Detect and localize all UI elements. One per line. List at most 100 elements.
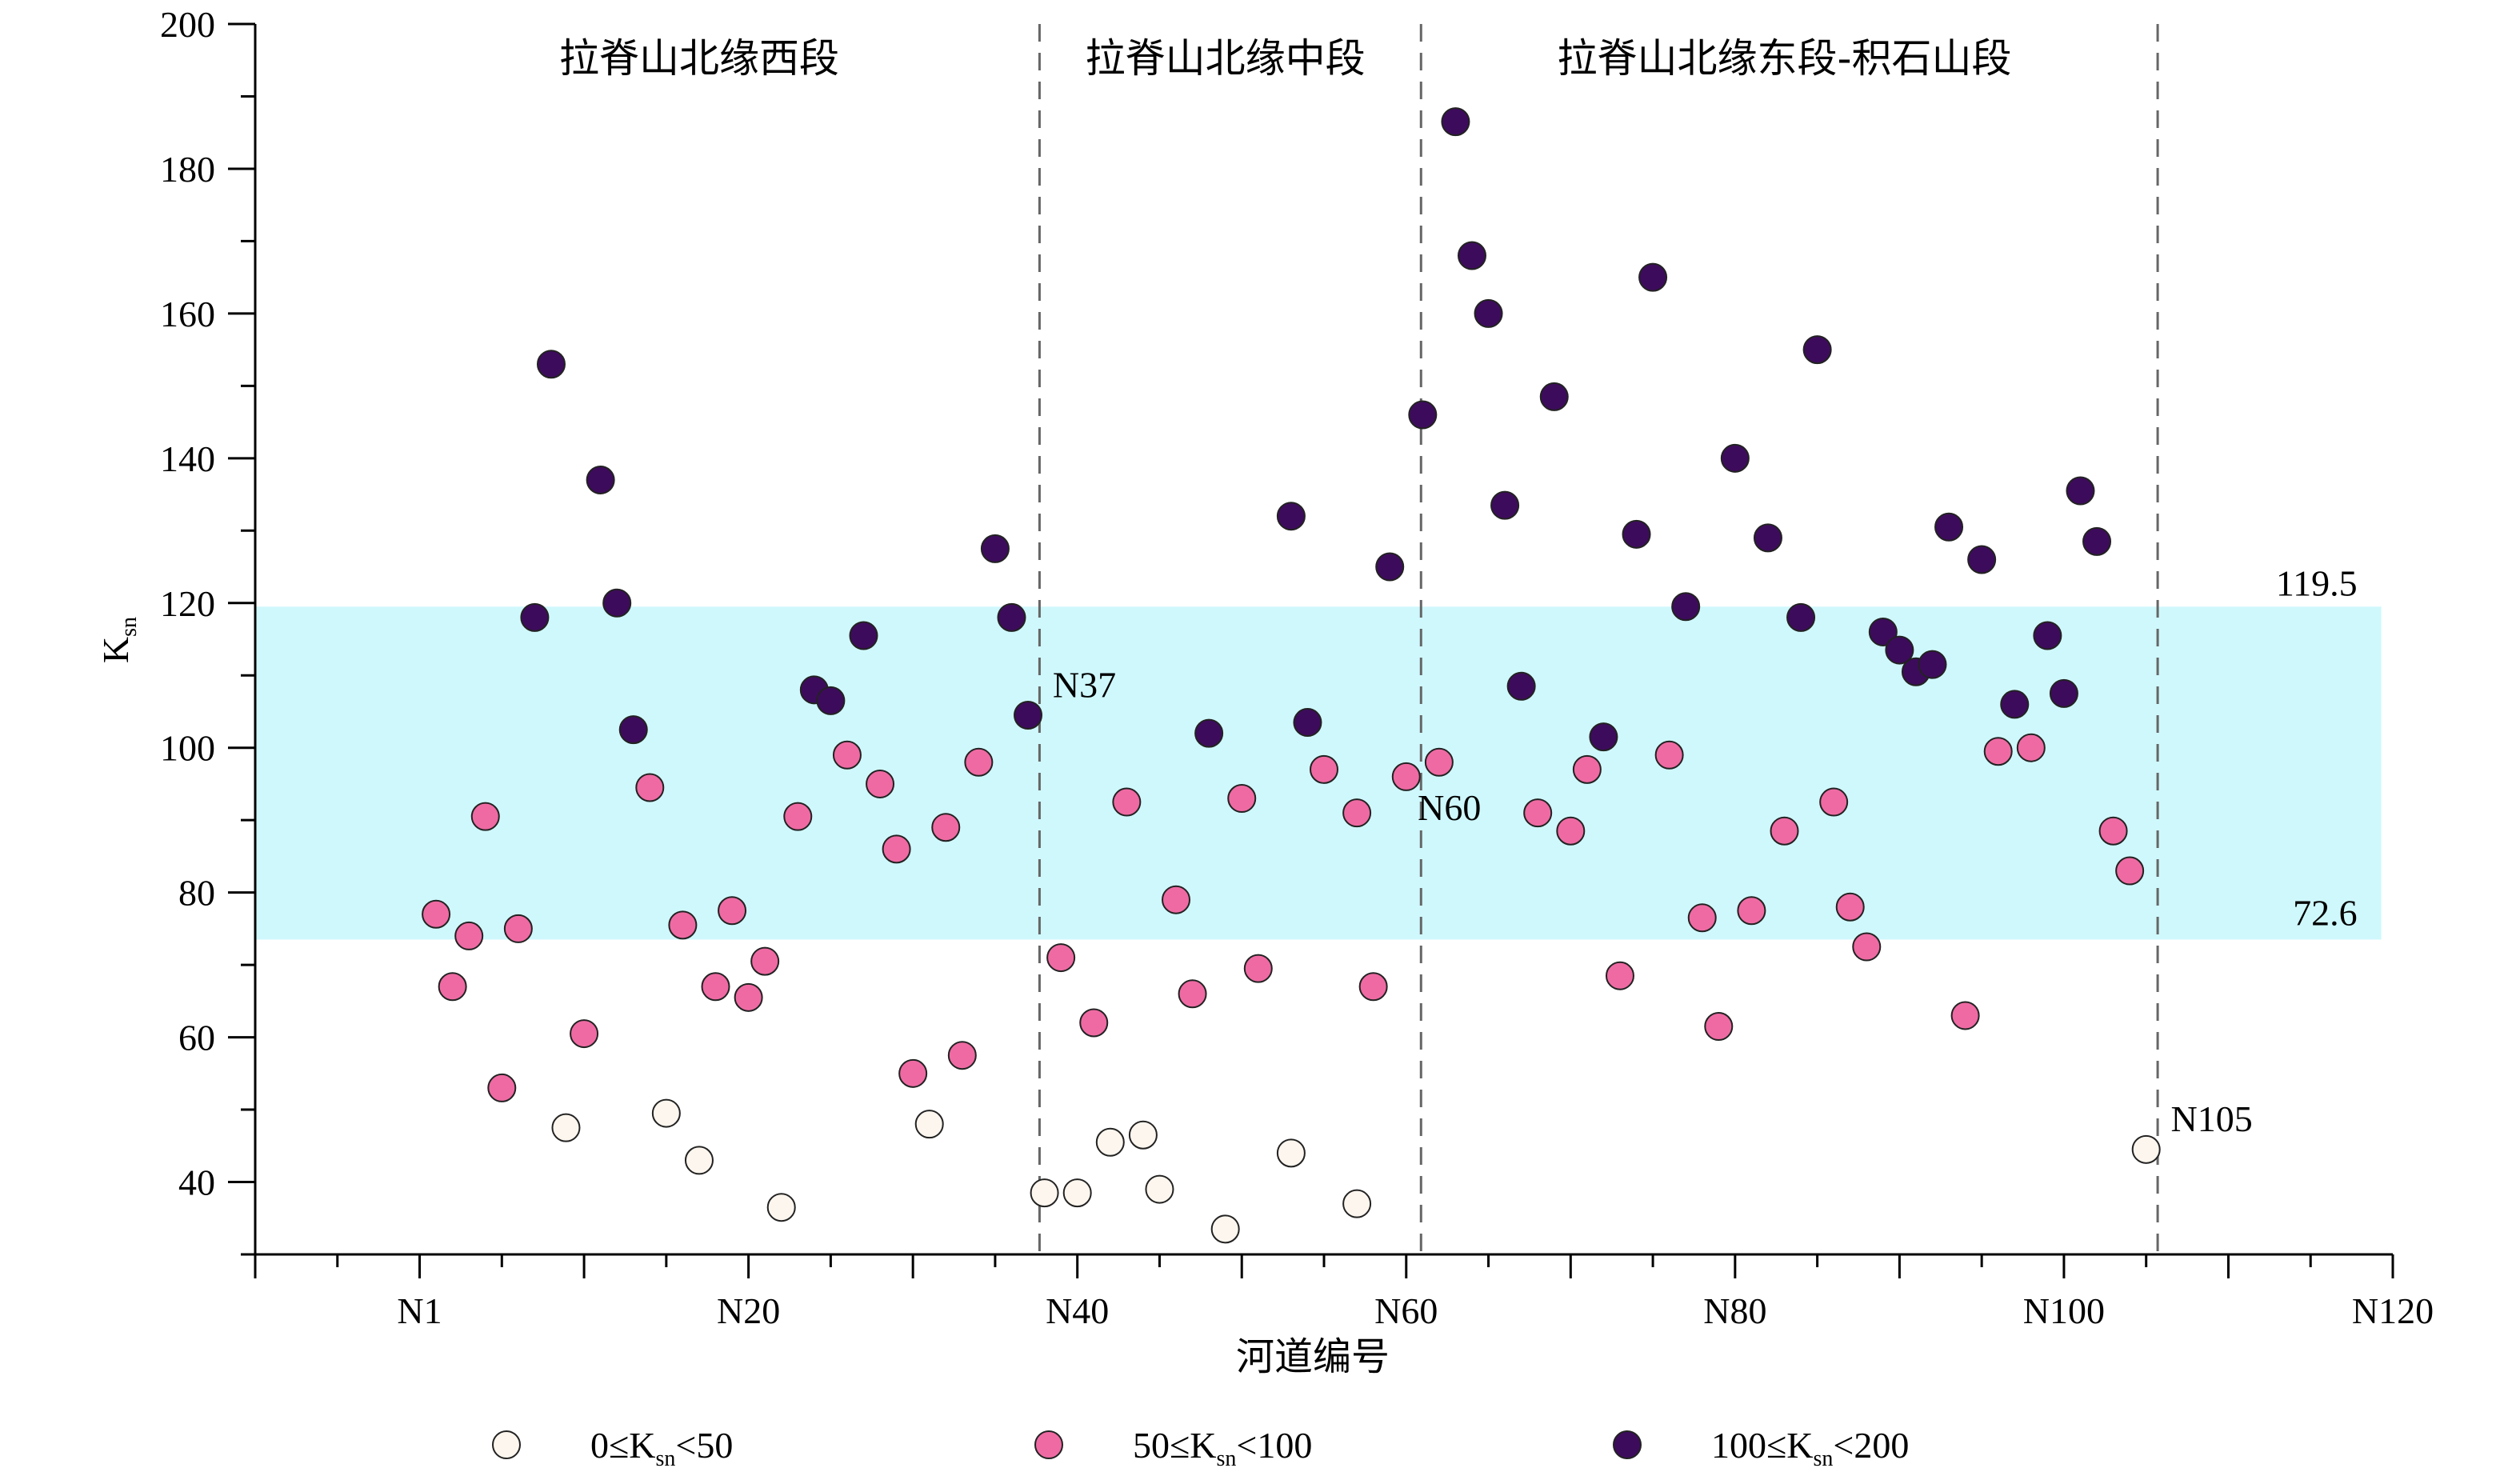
annotations: N37 N60 N105 xyxy=(1053,664,2253,1139)
data-point xyxy=(898,1058,928,1088)
data-point xyxy=(1654,740,1684,770)
data-point xyxy=(832,740,862,770)
data-point xyxy=(947,1041,977,1070)
data-point xyxy=(1523,798,1553,828)
data-point xyxy=(866,769,895,798)
data-point xyxy=(1950,1001,1980,1030)
y-tick-label: 140 xyxy=(160,438,215,479)
data-point xyxy=(1802,335,1832,365)
data-point xyxy=(1128,1120,1158,1150)
data-point xyxy=(914,1110,944,1139)
data-point xyxy=(2049,678,2078,708)
data-point xyxy=(651,1098,681,1128)
data-point xyxy=(2098,816,2128,846)
data-point xyxy=(2033,621,2062,650)
legend-label-sub: sn xyxy=(1216,1446,1236,1471)
data-point xyxy=(931,813,961,842)
data-point xyxy=(586,465,615,494)
x-tick-label: N1 xyxy=(397,1290,442,1331)
data-point xyxy=(1852,932,1882,962)
y-tick-label: 120 xyxy=(160,583,215,624)
data-point xyxy=(766,1193,796,1222)
legend-label-sub: sn xyxy=(655,1446,675,1471)
data-point xyxy=(422,899,451,929)
data-point xyxy=(1112,787,1142,817)
data-point xyxy=(1753,523,1782,553)
data-point xyxy=(1145,1174,1174,1204)
point-annotation: N105 xyxy=(2171,1098,2253,1139)
band-low-label: 72.6 xyxy=(2293,892,2358,933)
data-point xyxy=(1342,1189,1372,1218)
legend-label-tail: <50 xyxy=(675,1425,733,1466)
data-point xyxy=(1490,490,1520,520)
data-point xyxy=(734,982,763,1012)
band-labels: 119.5 72.6 xyxy=(2276,562,2358,933)
data-point xyxy=(1162,885,1191,914)
data-point xyxy=(1358,972,1388,1002)
legend-label: 0≤Ksn<50 xyxy=(590,1425,733,1471)
segment-label: 拉脊山北缘东段-积石山段 xyxy=(1557,35,2011,82)
x-ticks: N1 N20 N40 N60 N80 N100 N120 xyxy=(254,1254,2434,1331)
y-tick-label: 180 xyxy=(160,149,215,190)
data-point xyxy=(536,350,566,379)
data-point xyxy=(1506,671,1536,701)
x-tick-label: N100 xyxy=(2023,1290,2105,1331)
data-point xyxy=(1079,1008,1109,1038)
legend-label: 50≤Ksn<100 xyxy=(1133,1425,1312,1471)
y-tick-label: 160 xyxy=(160,294,215,334)
data-point xyxy=(1770,816,1799,846)
data-point xyxy=(668,910,698,940)
data-point xyxy=(1539,382,1569,411)
data-point xyxy=(701,972,730,1002)
data-point xyxy=(1293,708,1322,738)
x-tick-label: N60 xyxy=(1374,1290,1438,1331)
data-point xyxy=(1622,519,1651,549)
legend-label-tail: <100 xyxy=(1236,1425,1312,1466)
data-point xyxy=(520,602,550,632)
data-point xyxy=(2066,476,2095,506)
data-point xyxy=(1276,1138,1306,1168)
x-tick-label: N120 xyxy=(2352,1290,2434,1331)
segment-dividers xyxy=(1038,24,2159,1254)
data-point xyxy=(1720,443,1750,473)
x-tick-label: N20 xyxy=(717,1290,780,1331)
data-point xyxy=(1737,896,1766,926)
band-high-label: 119.5 xyxy=(2276,562,2358,603)
data-point xyxy=(1457,241,1486,270)
data-point xyxy=(718,896,747,926)
y-tick-label: 200 xyxy=(160,4,215,45)
data-points xyxy=(422,107,2161,1244)
data-point xyxy=(1062,1178,1092,1208)
data-point xyxy=(635,773,665,802)
data-point xyxy=(1474,298,1503,328)
data-point xyxy=(503,914,533,943)
data-point xyxy=(1408,400,1438,430)
data-point xyxy=(750,946,780,976)
legend-label: 100≤Ksn<200 xyxy=(1711,1425,1909,1471)
data-point xyxy=(1243,954,1273,983)
data-point xyxy=(1638,262,1668,292)
data-point xyxy=(570,1019,599,1049)
data-point xyxy=(1046,943,1076,973)
x-tick-label: N80 xyxy=(1703,1290,1766,1331)
data-point xyxy=(1983,737,2013,766)
data-point xyxy=(1687,903,1717,933)
data-point xyxy=(1342,798,1372,828)
data-point xyxy=(684,1146,714,1175)
legend-marker xyxy=(1034,1430,1063,1459)
data-point xyxy=(1967,545,1997,574)
data-point xyxy=(816,686,846,715)
data-point xyxy=(602,588,632,618)
data-point xyxy=(1276,502,1306,531)
data-point xyxy=(1095,1127,1125,1157)
data-point xyxy=(1868,617,1898,646)
data-point xyxy=(1310,754,1338,784)
legend-label-sub: sn xyxy=(1813,1446,1833,1471)
y-ticks: 40 60 80 100 120 140 160 180 200 xyxy=(160,4,255,1256)
y-tick-label: 100 xyxy=(160,728,215,769)
x-tick-label: N40 xyxy=(1046,1290,1109,1331)
data-point xyxy=(2131,1134,2161,1164)
data-point xyxy=(1210,1214,1240,1244)
